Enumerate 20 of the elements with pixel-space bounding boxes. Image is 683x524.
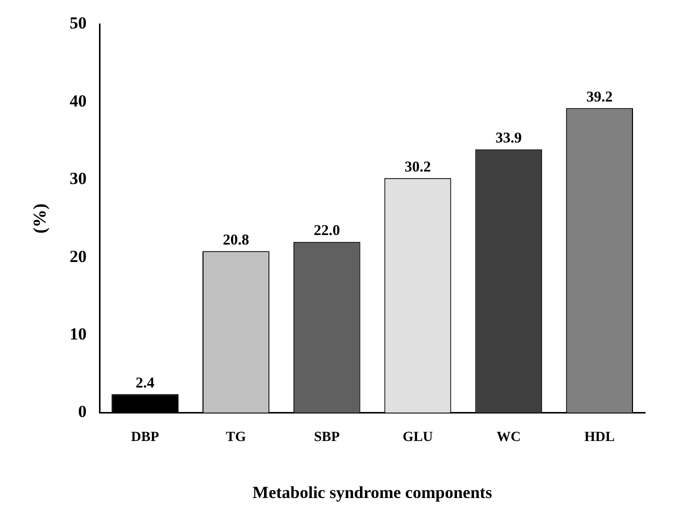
y-tick-label: 50 [70, 14, 87, 33]
x-tick-label: DBP [131, 430, 160, 445]
y-tick-label: 30 [70, 169, 87, 188]
y-tick-label: 20 [70, 246, 87, 266]
data-label: 30.2 [404, 159, 431, 176]
data-label: 39.2 [586, 90, 613, 106]
data-label: 2.4 [136, 376, 155, 392]
y-tick-label: 40 [70, 91, 87, 110]
y-axis-title: (%) [29, 204, 50, 234]
y-tick-label: 0 [78, 402, 87, 422]
x-tick-label: HDL [584, 430, 615, 445]
x-tick-label: WC [496, 430, 521, 445]
data-label: 20.8 [222, 232, 250, 249]
x-axis-title: Metabolic syndrome components [252, 483, 492, 502]
data-label: 22.0 [314, 223, 340, 240]
data-label: 33.9 [496, 130, 522, 147]
y-tick-label: 10 [70, 324, 87, 344]
x-tick-label: GLU [402, 430, 433, 445]
x-tick-label: TG [226, 430, 246, 445]
x-tick-label: SBP [314, 430, 340, 445]
